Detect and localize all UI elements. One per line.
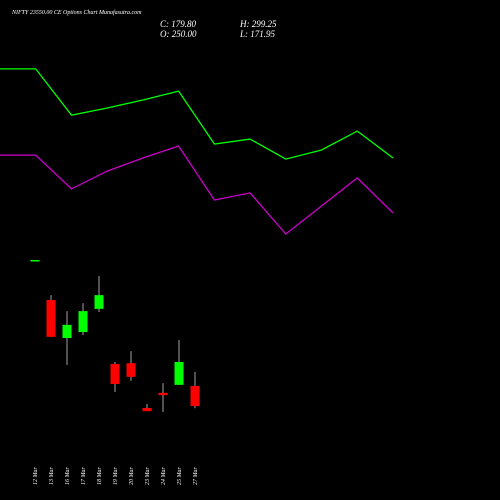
x-tick-label: 27 Mar <box>193 467 199 485</box>
candle-body <box>142 408 152 412</box>
x-tick-label: 20 Mar <box>129 467 135 485</box>
candle-body <box>190 386 200 407</box>
info-close: C: 179.80 <box>160 19 197 29</box>
x-tick-label: 19 Mar <box>113 467 119 485</box>
candle-body <box>174 362 184 385</box>
x-tick-label: 25 Mar <box>177 467 183 485</box>
x-tick-label: 18 Mar <box>97 467 103 485</box>
candle-body <box>126 363 136 377</box>
x-tick-label: 16 Mar <box>65 467 71 485</box>
candle-body <box>78 311 88 332</box>
x-tick-label: 13 Mar <box>49 467 55 485</box>
indicator-line <box>0 68 394 160</box>
x-tick-label: 12 Mar <box>33 467 39 485</box>
indicator-line <box>0 145 394 235</box>
candle-body <box>46 300 56 337</box>
info-open: O: 250.00 <box>160 29 197 39</box>
x-tick-label: 23 Mar <box>145 467 151 485</box>
info-high: H: 299.25 <box>239 19 277 29</box>
info-low: L: 171.95 <box>239 29 276 39</box>
candle-body <box>94 295 104 309</box>
candle-body <box>62 324 72 338</box>
x-tick-label: 24 Mar <box>160 467 167 485</box>
chart-title: NIFTY 23550.00 CE Options Chart Munafasu… <box>11 9 142 16</box>
candle-body <box>30 260 40 262</box>
candle-body <box>158 392 168 396</box>
candle-body <box>110 364 120 384</box>
x-tick-label: 17 Mar <box>81 467 87 485</box>
